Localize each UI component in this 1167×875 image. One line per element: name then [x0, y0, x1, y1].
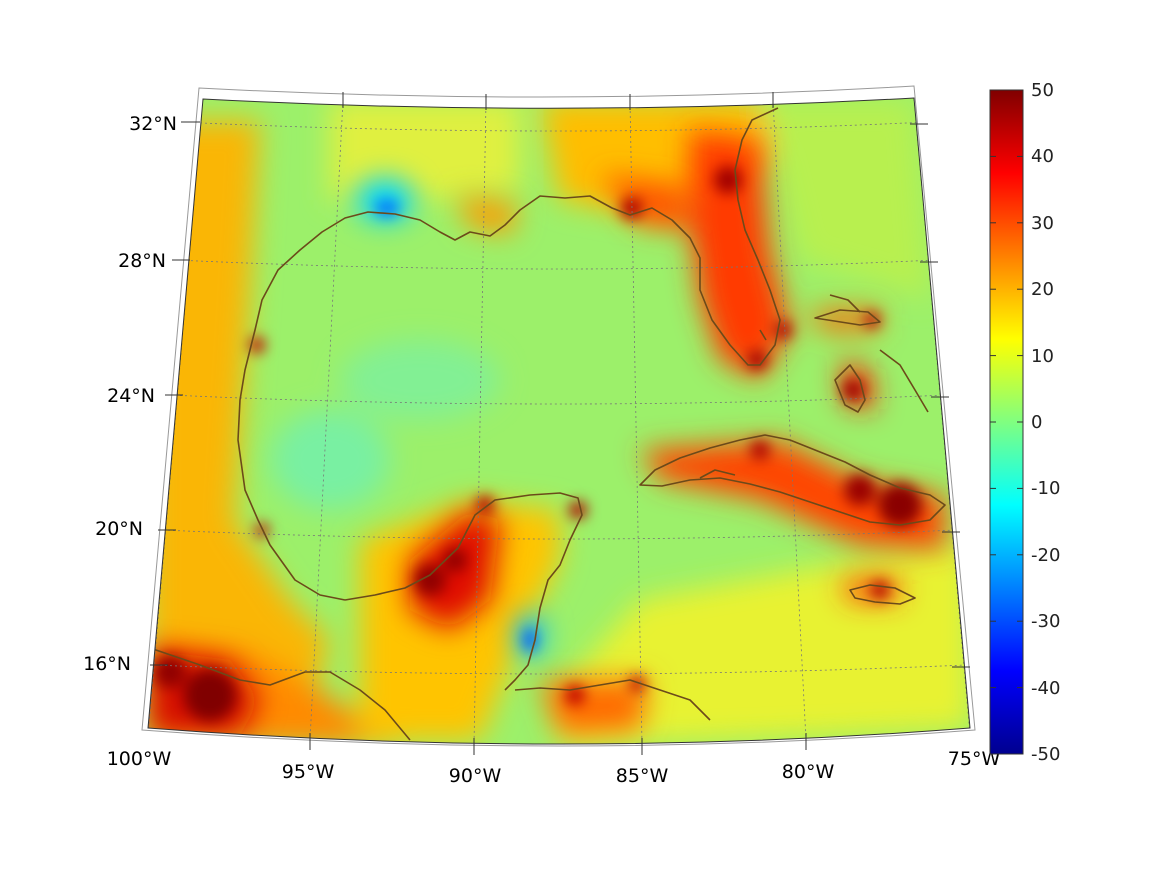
lon-label-90w: 90°W [449, 765, 502, 787]
lat-label-28n: 28°N [118, 250, 166, 272]
data-field-heatmap [148, 98, 970, 744]
lat-label-20n: 20°N [95, 518, 143, 540]
colorbar-tick-label: -50 [1031, 744, 1060, 765]
colorbar-tick-label: 20 [1031, 279, 1054, 300]
colorbar-tick-label: 40 [1031, 146, 1054, 167]
colorbar-tick-label: 50 [1031, 80, 1054, 101]
lon-label-100w: 100°W [107, 748, 172, 770]
lon-label-85w: 85°W [616, 765, 669, 787]
colorbar-tick-label: 0 [1031, 412, 1042, 433]
latitude-labels: 32°N 28°N 24°N 20°N 16°N [83, 113, 177, 675]
colorbar-tick-label: -20 [1031, 545, 1060, 566]
frame-ticks [150, 92, 970, 755]
colorbar-tick-label: -10 [1031, 478, 1060, 499]
lat-label-16n: 16°N [83, 653, 131, 675]
lon-label-95w: 95°W [282, 761, 335, 783]
map-frame [141, 85, 976, 747]
colorbar: 50 40 30 20 10 0 -10 -20 -30 -40 -50 [989, 80, 1060, 765]
coastline-outline [149, 107, 946, 741]
lon-label-80w: 80°W [782, 761, 835, 783]
colorbar-tick-label: 10 [1031, 346, 1054, 367]
longitude-labels: 100°W 95°W 90°W 85°W 80°W 75°W [107, 748, 1001, 787]
lon-label-75w: 75°W [948, 748, 1001, 770]
lat-label-24n: 24°N [107, 385, 155, 407]
colorbar-tick-label: -40 [1031, 678, 1060, 699]
lat-label-32n: 32°N [129, 113, 177, 135]
colorbar-tick-label: 30 [1031, 213, 1054, 234]
colorbar-tick-label: -30 [1031, 611, 1060, 632]
